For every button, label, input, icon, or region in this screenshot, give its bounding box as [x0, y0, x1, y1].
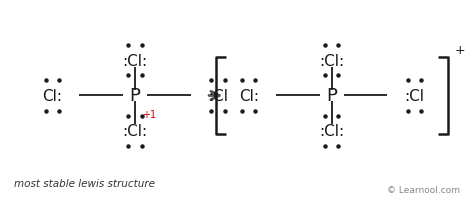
Text: P: P: [327, 87, 337, 105]
Text: Cl:: Cl:: [42, 89, 62, 103]
Text: +: +: [455, 44, 465, 57]
Text: :Cl:: :Cl:: [319, 124, 345, 138]
Text: :Cl: :Cl: [405, 89, 425, 103]
Text: :Cl:: :Cl:: [122, 124, 148, 138]
Text: :Cl: :Cl: [208, 89, 228, 103]
Text: +1: +1: [142, 109, 156, 119]
Text: © Learnool.com: © Learnool.com: [387, 185, 460, 194]
Text: Cl:: Cl:: [239, 89, 259, 103]
Text: :Cl:: :Cl:: [122, 54, 148, 68]
Text: :Cl:: :Cl:: [319, 54, 345, 68]
Text: P: P: [130, 87, 140, 105]
Text: most stable lewis structure: most stable lewis structure: [14, 178, 155, 188]
